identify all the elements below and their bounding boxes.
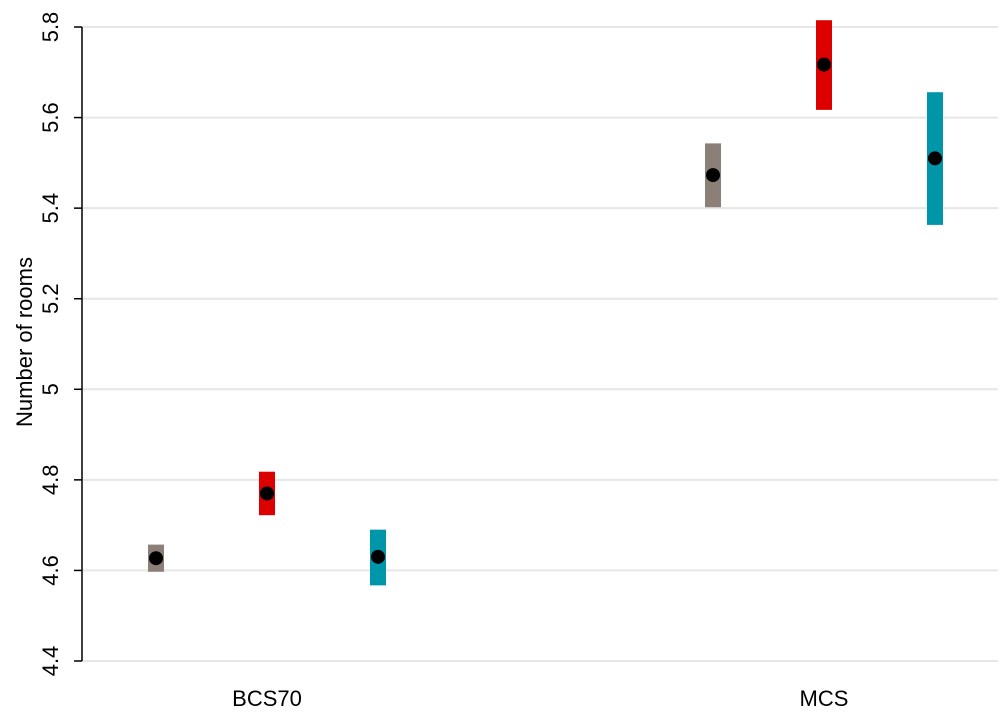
grid-lines bbox=[82, 26, 998, 662]
y-tick-label: 4.6 bbox=[38, 555, 63, 586]
y-tick-label: 5.4 bbox=[38, 193, 63, 224]
y-tick-label: 5.8 bbox=[38, 12, 63, 43]
x-tick-label: MCS bbox=[800, 686, 849, 711]
y-tick-label: 4.4 bbox=[38, 646, 63, 677]
y-tick-label: 5 bbox=[38, 383, 63, 395]
x-tick-label: BCS70 bbox=[232, 686, 302, 711]
point-estimate bbox=[260, 486, 274, 501]
point-estimate bbox=[371, 549, 385, 564]
y-tick-label: 5.2 bbox=[38, 283, 63, 314]
y-ticks: 4.4 4.6 4.8 5 5.2 5.4 5.6 5.8 bbox=[38, 12, 82, 677]
y-tick-label: 4.8 bbox=[38, 465, 63, 496]
chart-marks bbox=[148, 20, 943, 586]
y-tick-label: 5.6 bbox=[38, 102, 63, 133]
point-estimate bbox=[149, 551, 163, 566]
x-tick-labels: BCS70 MCS bbox=[232, 686, 848, 711]
point-estimate bbox=[928, 151, 942, 166]
point-estimate bbox=[817, 57, 831, 72]
point-estimate bbox=[706, 168, 720, 183]
y-axis-title: Number of rooms bbox=[12, 257, 37, 427]
